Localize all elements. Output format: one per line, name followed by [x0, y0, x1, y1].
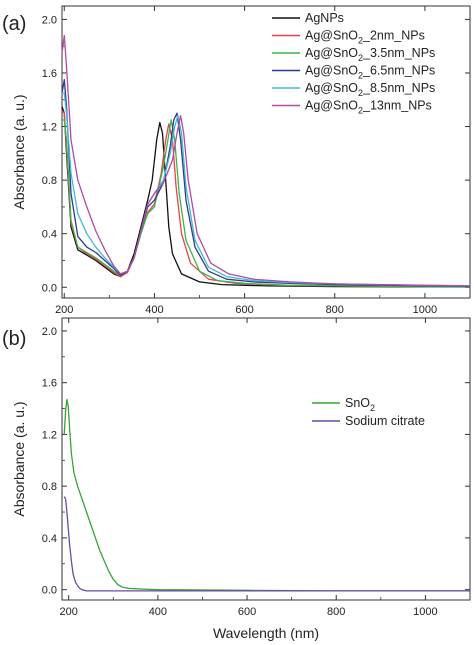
- x-tick-label: 600: [238, 606, 256, 618]
- x-tick-label: 800: [326, 304, 344, 316]
- y-tick-label: 1.6: [42, 68, 57, 80]
- panel-label: (a): [2, 13, 26, 35]
- legend-text-main: Ag@SnO: [305, 99, 358, 113]
- x-tick-label: 800: [327, 606, 345, 618]
- x-tick-label: 200: [55, 304, 73, 316]
- legend-entry: Ag@SnO2_6.5nm_NPs: [305, 64, 435, 81]
- series-line-ag-sno2-13nm-nps: [61, 34, 471, 287]
- y-tick-label: 0.0: [42, 585, 57, 597]
- y-tick-label: 2.0: [42, 326, 57, 338]
- legend-text-suffix: _8.5nm_NPs: [362, 81, 435, 95]
- legend-text-subscript: 2: [358, 36, 363, 46]
- x-tick-label: 1000: [413, 304, 437, 316]
- x-tick-label: 400: [149, 606, 167, 618]
- y-tick-label: 1.6: [42, 378, 57, 390]
- x-tick-label: 200: [60, 606, 78, 618]
- legend-entry: Ag@SnO2_2nm_NPs: [305, 29, 425, 46]
- legend-text-subscript: 2: [358, 71, 363, 81]
- x-axis-title: Wavelength (nm): [213, 625, 319, 641]
- series-line-sodium-citrate: [63, 496, 470, 592]
- legend-text-main: AgNPs: [305, 11, 344, 25]
- series-line-ag-sno2-3-5nm-nps: [62, 119, 471, 288]
- x-tick-label: 600: [235, 304, 253, 316]
- legend-text-main: Ag@SnO: [305, 46, 358, 60]
- legend-text-main: Ag@SnO: [305, 81, 358, 95]
- legend-text-subscript: 2: [370, 403, 375, 413]
- y-tick-label: 1.2: [42, 122, 57, 134]
- legend-text-subscript: 2: [358, 53, 363, 63]
- plot-frame: [61, 5, 471, 299]
- y-tick-label: 2.0: [42, 14, 57, 26]
- legend-entry: Ag@SnO2_3.5nm_NPs: [305, 46, 435, 63]
- series-line-ag-sno2-8-5nm-nps: [62, 92, 471, 287]
- legend-text-suffix: _3.5nm_NPs: [362, 46, 435, 60]
- series-line-ag-sno2-2nm-nps: [61, 110, 471, 288]
- legend-text-suffix: _6.5nm_NPs: [362, 64, 435, 78]
- y-axis-title: Absorbance (a. u.): [11, 401, 27, 516]
- legend-text-subscript: 2: [358, 88, 363, 98]
- panel-label: (b): [2, 328, 26, 350]
- y-tick-label: 0.4: [42, 229, 57, 241]
- x-tick-label: 1000: [413, 606, 437, 618]
- legend-entry: Ag@SnO2_8.5nm_NPs: [305, 81, 435, 98]
- chart-panel-b: 0.0 0.4 0.8 1.2 1.6 2.0 200 400 600 800 1000 SnO2So…: [2, 317, 471, 641]
- legend-text-main: Ag@SnO: [305, 29, 358, 43]
- legend-entry: AgNPs: [305, 11, 344, 25]
- legend-text-main: Ag@SnO: [305, 64, 358, 78]
- chart-panel-a: 0.0 0.4 0.8 1.2 1.6 2.0 200 400 600 800 1000 AgNPs A…: [2, 5, 471, 316]
- legend-entry: SnO2: [345, 396, 375, 413]
- legend-text-main: Sodium citrate: [345, 414, 425, 428]
- y-axis-title: Absorbance (a. u.): [11, 94, 27, 209]
- y-tick-label: 0.4: [42, 533, 57, 545]
- series-line-sno2: [63, 398, 470, 592]
- y-tick-label: 1.2: [42, 429, 57, 441]
- legend-text-suffix: _2nm_NPs: [362, 29, 425, 43]
- plot-frame: [61, 317, 471, 601]
- legend-text-subscript: 2: [358, 106, 363, 116]
- legend-text-suffix: _13nm_NPs: [362, 99, 432, 113]
- series-line-ag-sno2-6-5nm-nps: [61, 79, 471, 287]
- x-tick-label: 400: [145, 304, 163, 316]
- series-line-agnps: [61, 106, 471, 288]
- legend-entry: Ag@SnO2_13nm_NPs: [305, 99, 432, 116]
- y-tick-label: 0.8: [42, 175, 57, 187]
- legend: AgNPsAg@SnO2_2nm_NPsAg@SnO2_3.5nm_NPsAg@…: [272, 11, 435, 116]
- y-tick-label: 0.0: [42, 282, 57, 294]
- legend-entry: Sodium citrate: [345, 414, 425, 428]
- y-tick-label: 0.8: [42, 481, 57, 493]
- legend-text-main: SnO: [345, 396, 370, 410]
